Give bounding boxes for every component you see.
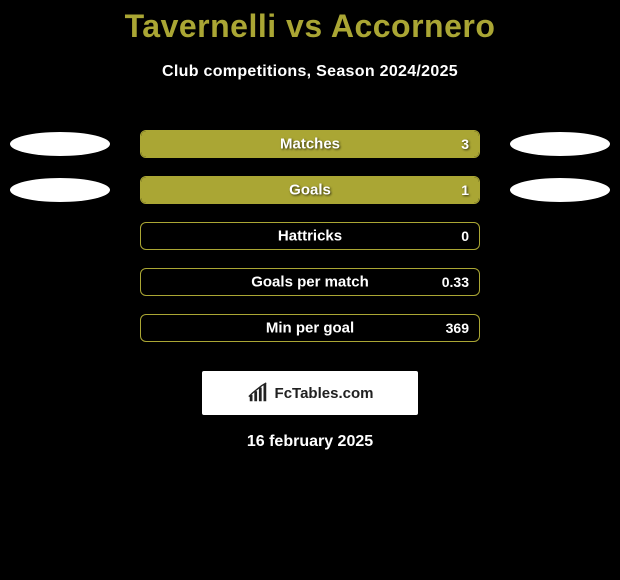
page-title: Tavernelli vs Accornero — [0, 0, 620, 45]
stat-bar: Goals 1 — [140, 176, 480, 204]
stat-value: 0.33 — [442, 274, 469, 290]
stat-value: 0 — [461, 228, 469, 244]
stat-bar: Hattricks 0 — [140, 222, 480, 250]
chart-icon — [247, 382, 269, 404]
stat-label: Goals per match — [251, 274, 369, 291]
stat-row: Matches 3 — [0, 121, 620, 167]
stat-row: Min per goal 369 — [0, 305, 620, 351]
stat-value: 369 — [446, 320, 469, 336]
page-subtitle: Club competitions, Season 2024/2025 — [0, 63, 620, 81]
stat-label: Goals — [289, 182, 331, 199]
stat-row: Goals 1 — [0, 167, 620, 213]
left-player-marker — [10, 178, 110, 202]
stat-row: Goals per match 0.33 — [0, 259, 620, 305]
date-label: 16 february 2025 — [0, 433, 620, 451]
stat-bar: Goals per match 0.33 — [140, 268, 480, 296]
attribution-badge: FcTables.com — [202, 371, 418, 415]
stat-bar: Min per goal 369 — [140, 314, 480, 342]
attribution-text: FcTables.com — [275, 385, 374, 402]
stat-value: 1 — [461, 182, 469, 198]
stat-bar: Matches 3 — [140, 130, 480, 158]
stat-row: Hattricks 0 — [0, 213, 620, 259]
comparison-chart: Matches 3 Goals 1 Hattricks 0 Goals per … — [0, 121, 620, 351]
stat-value: 3 — [461, 136, 469, 152]
stat-label: Hattricks — [278, 228, 342, 245]
right-player-marker — [510, 178, 610, 202]
left-player-marker — [10, 132, 110, 156]
stat-label: Min per goal — [266, 320, 354, 337]
right-player-marker — [510, 132, 610, 156]
stat-label: Matches — [280, 136, 340, 153]
